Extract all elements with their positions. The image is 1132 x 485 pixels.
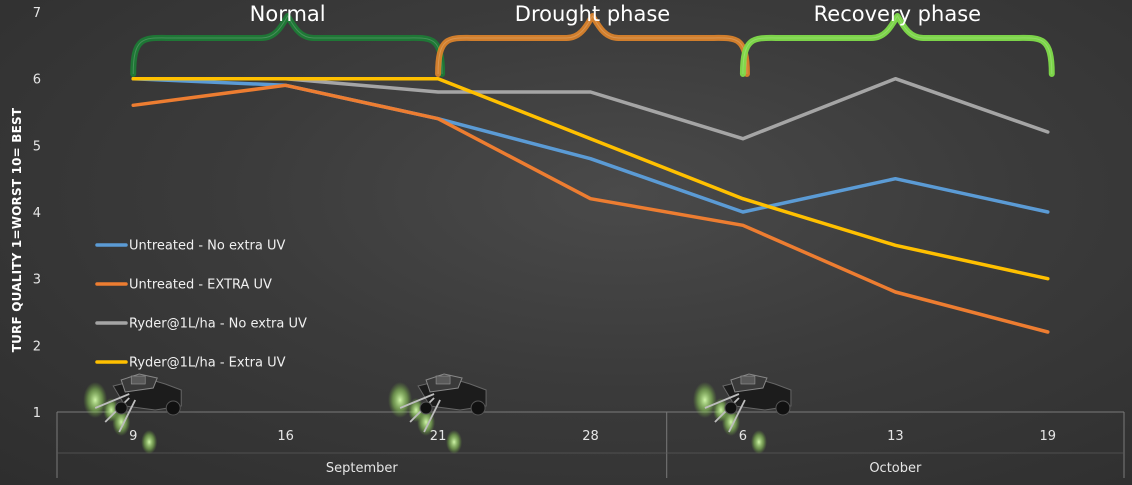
y-tick-label: 3 [33,273,41,288]
legend-entry: Untreated - EXTRA UV [129,278,272,293]
x-tick-label: 21 [430,429,447,444]
legend-entry: Ryder@1L/ha - Extra UV [129,356,286,371]
y-tick-label: 6 [33,73,41,88]
spray-glow [83,382,108,418]
y-tick-label: 5 [33,139,41,154]
x-tick-label: 13 [887,429,904,444]
sprayer-images [83,373,792,454]
x-tick-labels: 9 16 21 28 6 13 19 [129,429,1056,444]
y-tick-label: 1 [33,406,41,421]
y-tick-label: 7 [33,6,41,21]
phase-label: Drought phase [515,2,670,26]
sprayer-wheel [775,400,791,416]
x-tick-label: 9 [129,429,137,444]
phase-label: Recovery phase [814,2,981,26]
phase-brace [435,13,750,77]
x-tick-label: 16 [277,429,294,444]
sprayer-wheel [419,401,433,415]
phase-brace-highlight [437,15,748,75]
sprayer-wheel [470,400,486,416]
phase-braces: Normal Drought phase Recovery phase [130,2,1055,77]
axis-frame [56,411,1125,478]
sprayer-image [388,373,487,454]
sprayer-wheel [114,401,128,415]
sprayer-roof [435,375,451,385]
sprayer-image [83,373,182,454]
y-tick-labels: 1 2 3 4 5 6 7 [33,6,41,421]
month-label: October [869,461,922,476]
month-label: September [326,461,399,476]
y-axis-label: TURF QUALITY 1=WORST 10= BEST [10,107,24,352]
spray-glow [692,382,717,418]
sprayer-wheel [724,401,738,415]
spray-glow [446,430,463,454]
sprayer-roof [130,375,146,385]
y-tick-label: 2 [33,339,41,354]
y-tick-label: 4 [33,206,41,221]
spray-glow [141,430,158,454]
y-axis-label-group: TURF QUALITY 1=WORST 10= BEST [10,107,24,352]
phase-brace-highlight [742,15,1053,75]
series-lines [131,76,1050,334]
legend: Untreated - No extra UV Untreated - EXTRA… [95,239,307,371]
sprayer-image [692,373,792,454]
x-tick-label: 19 [1040,429,1057,444]
phase-brace-highlight [132,15,443,75]
series-line [131,83,1050,334]
spray-glow [388,382,413,418]
x-tick-label: 28 [582,429,599,444]
x-tick-label: 6 [739,429,747,444]
sprayer-roof [740,375,756,385]
series-line [131,76,1050,214]
spray-glow [750,430,767,454]
legend-entry: Ryder@1L/ha - No extra UV [129,317,307,332]
phase-brace [130,13,446,77]
series-line [131,76,1050,281]
legend-entry: Untreated - No extra UV [129,239,286,254]
month-labels: September October [326,461,922,476]
sprayer-wheel [165,400,181,416]
phase-brace [739,13,1055,77]
phase-label: Normal [250,2,326,26]
